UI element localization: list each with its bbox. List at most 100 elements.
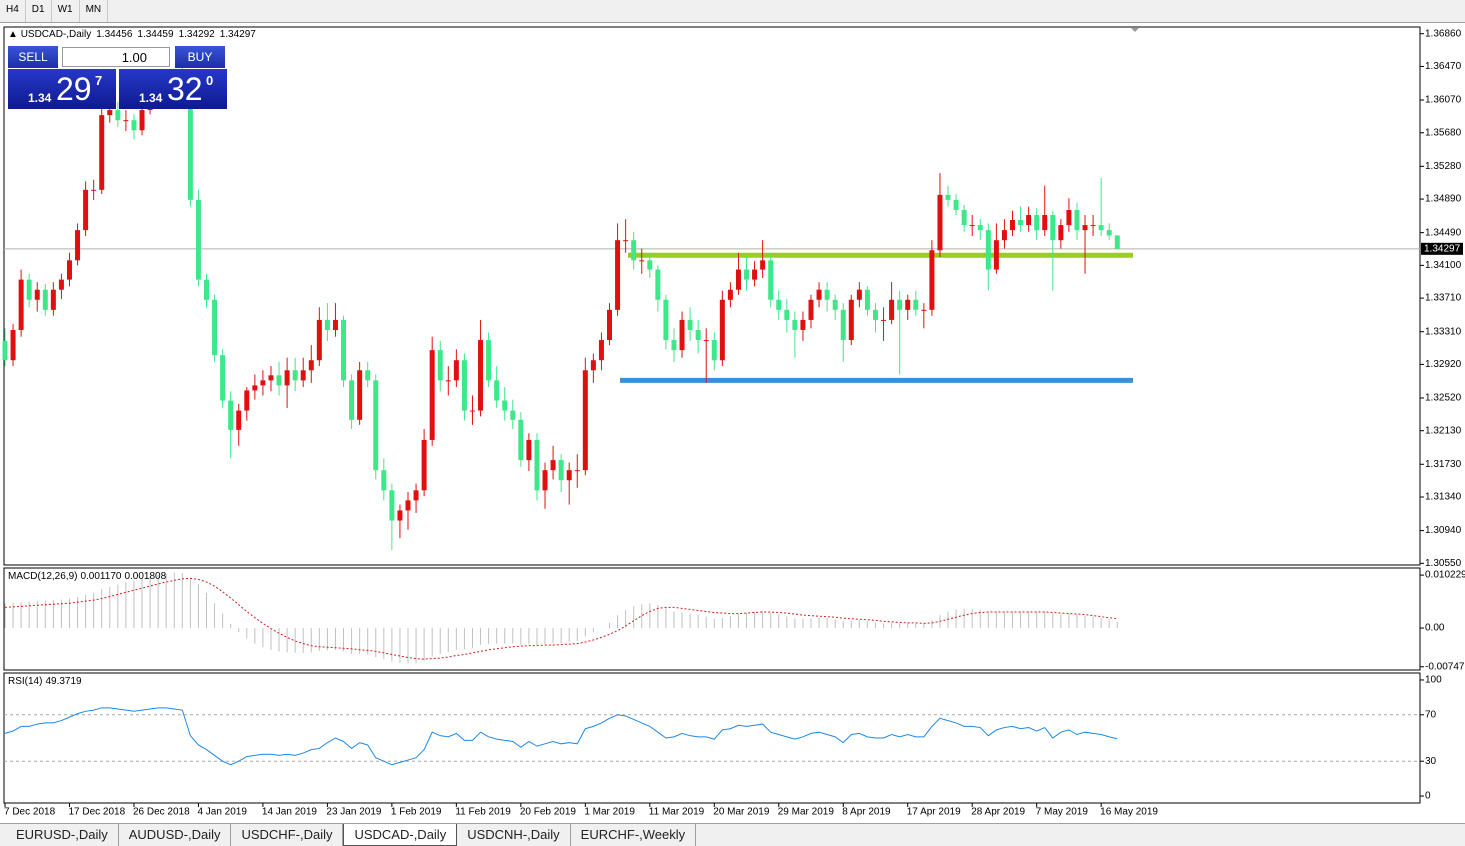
candle-body xyxy=(945,194,951,200)
candle-body xyxy=(760,260,766,270)
candle-body xyxy=(10,329,16,361)
candle-body xyxy=(42,289,48,310)
candle-body xyxy=(1034,215,1040,231)
ohlc-value: 1.34292 xyxy=(179,29,216,40)
ask-big: 1.34 xyxy=(139,91,163,105)
timeframe-button[interactable]: D1 xyxy=(26,0,52,22)
buy-button[interactable]: BUY xyxy=(175,46,225,68)
candle-body xyxy=(139,110,145,131)
candle-body xyxy=(881,319,887,321)
y-tick-label: 1.35280 xyxy=(1425,161,1462,172)
candle-body xyxy=(582,370,588,471)
lot-input[interactable]: 1.00 xyxy=(62,47,170,67)
candle-body xyxy=(735,269,741,290)
candle-body xyxy=(1074,209,1080,231)
sell-button[interactable]: SELL xyxy=(8,46,58,68)
chart-tab[interactable]: EURUSD-,Daily xyxy=(6,824,119,846)
candle-body xyxy=(1106,230,1112,236)
rsi-line xyxy=(4,707,1118,766)
candle-body xyxy=(244,390,250,411)
candle-body xyxy=(107,110,113,116)
candle-body xyxy=(961,209,967,226)
candle-body xyxy=(276,375,282,386)
candle-body xyxy=(816,289,822,300)
x-tick-label: 11 Mar 2019 xyxy=(649,807,705,818)
candle-body xyxy=(679,319,685,351)
candle-body xyxy=(550,460,556,471)
x-tick-label: 7 May 2019 xyxy=(1036,807,1089,818)
chart-tab[interactable]: AUDUSD-,Daily xyxy=(119,824,232,846)
candle-body xyxy=(115,110,121,121)
y-tick-label: 1.36070 xyxy=(1425,95,1462,106)
y-tick-label: 1.32920 xyxy=(1425,359,1462,370)
candle-body xyxy=(510,410,516,420)
candle-body xyxy=(534,439,540,491)
panel-frame xyxy=(3,567,1421,671)
x-tick-label: 7 Dec 2018 xyxy=(4,807,56,818)
x-tick-label: 29 Mar 2019 xyxy=(778,807,835,818)
ohlc-value: 1.34297 xyxy=(220,29,257,40)
chart-tab[interactable]: USDCHF-,Daily xyxy=(231,824,344,846)
chart-tab[interactable]: USDCAD-,Daily xyxy=(343,824,458,846)
candle-body xyxy=(50,289,56,310)
candle-body xyxy=(711,340,717,361)
y-tick-label: 1.36470 xyxy=(1425,61,1462,72)
candle-body xyxy=(727,289,733,300)
candle-body xyxy=(187,100,193,200)
current-price-label: 1.34297 xyxy=(1424,243,1461,254)
x-tick-label: 28 Apr 2019 xyxy=(971,807,1025,818)
scroll-marker xyxy=(1131,28,1139,32)
timeframe-toolbar: H4 D1 W1 MN xyxy=(0,0,1465,23)
candle-body xyxy=(703,340,709,342)
candle-body xyxy=(357,370,363,420)
ohlc-value: 1.34459 xyxy=(137,29,174,40)
candle-body xyxy=(897,299,903,310)
candle-body xyxy=(389,490,395,521)
chart-tab[interactable]: EURCHF-,Weekly xyxy=(571,824,697,846)
timeframe-button[interactable]: MN xyxy=(80,0,109,22)
candle-body xyxy=(623,240,629,242)
candle-body xyxy=(445,380,451,382)
ask-price[interactable]: 1.34 32 0 xyxy=(119,69,227,109)
x-tick-label: 14 Jan 2019 xyxy=(262,807,317,818)
bid-point: 7 xyxy=(95,73,103,88)
candle-body xyxy=(260,380,266,386)
y-tick-label: 1.32520 xyxy=(1425,393,1462,404)
candle-body xyxy=(921,309,927,311)
candle-body xyxy=(365,370,371,381)
chart-tab[interactable]: USDCNH-,Daily xyxy=(457,824,571,846)
candle-body xyxy=(542,470,548,491)
macd-name: MACD(12,26,9) xyxy=(8,571,77,582)
candle-body xyxy=(768,260,774,300)
ask-point: 0 xyxy=(206,73,214,88)
candle-body xyxy=(607,309,612,341)
timeframe-button[interactable]: H4 xyxy=(0,0,26,22)
macd-signal-line xyxy=(4,577,1118,660)
x-tick-label: 17 Apr 2019 xyxy=(907,807,961,818)
candle-body xyxy=(969,225,975,227)
bid-price[interactable]: 1.34 29 7 xyxy=(8,69,116,109)
candle-body xyxy=(324,319,330,330)
x-tick-label: 11 Feb 2019 xyxy=(455,807,511,818)
candle-body xyxy=(808,299,814,320)
y-tick-label: 1.34490 xyxy=(1425,227,1462,238)
candle-body xyxy=(663,299,669,341)
candle-body xyxy=(91,189,97,191)
y-tick-label: 0 xyxy=(1425,791,1431,802)
candle-body xyxy=(2,340,8,361)
timeframe-button[interactable]: W1 xyxy=(52,0,80,22)
candle-body xyxy=(518,419,524,461)
candle-body xyxy=(413,490,419,501)
candle-body xyxy=(574,470,580,472)
candle-body xyxy=(437,350,443,381)
candle-body xyxy=(792,319,798,330)
x-tick-label: 20 Mar 2019 xyxy=(713,807,770,818)
candle-body xyxy=(655,269,661,300)
candle-body xyxy=(558,460,564,481)
candle-body xyxy=(848,299,854,341)
candle-body xyxy=(421,439,427,491)
x-tick-label: 4 Jan 2019 xyxy=(197,807,247,818)
candle-body xyxy=(204,279,209,300)
